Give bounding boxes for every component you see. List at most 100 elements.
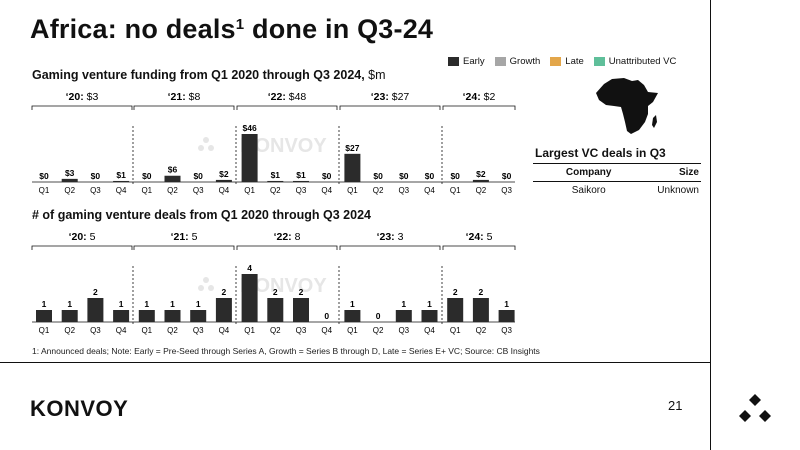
bar xyxy=(61,178,78,182)
bar xyxy=(267,298,284,322)
tick-label: Q1 xyxy=(39,326,50,335)
watermark-dot xyxy=(203,137,209,143)
year-bracket xyxy=(442,245,516,250)
data-label: $46 xyxy=(243,123,257,133)
year-bracket xyxy=(31,105,133,110)
data-label: 1 xyxy=(350,299,355,309)
tick-label: Q4 xyxy=(321,186,332,195)
data-label: $2 xyxy=(219,169,229,179)
data-label: 1 xyxy=(42,299,47,309)
bar xyxy=(267,180,284,182)
deal-size: Unknown xyxy=(657,185,699,196)
year-bracket xyxy=(236,105,338,110)
tick-label: Q2 xyxy=(476,326,487,335)
data-label: $0 xyxy=(91,171,101,181)
page-number: 21 xyxy=(668,398,683,413)
tick-label: Q1 xyxy=(244,326,255,335)
data-label: $0 xyxy=(322,171,332,181)
data-label: $27 xyxy=(345,143,359,153)
data-label: 1 xyxy=(427,299,432,309)
tick-label: Q3 xyxy=(398,186,409,195)
data-label: 1 xyxy=(504,299,509,309)
bar xyxy=(395,310,412,322)
vertical-divider xyxy=(710,0,711,450)
data-label: 1 xyxy=(170,299,175,309)
bar xyxy=(87,298,104,322)
table-rule-mid xyxy=(533,181,701,182)
tick-label: Q3 xyxy=(296,186,307,195)
deals-count-chart: ‘20: 5 ‘21: 5 ‘22: 8 ‘23: 3 ‘24: 5 KONVOY 1 Q1 1… xyxy=(31,231,516,335)
year-total-label: ‘20: $3 xyxy=(66,91,99,103)
footnote: 1: Announced deals; Note: Early = Pre-Se… xyxy=(32,346,540,356)
bar xyxy=(344,153,361,182)
legend-swatch-unattributed xyxy=(593,57,605,66)
tick-label: Q4 xyxy=(424,326,435,335)
tick-label: Q3 xyxy=(501,326,512,335)
data-label: $1 xyxy=(271,170,281,180)
year-total-label: ‘20: 5 xyxy=(69,231,96,243)
data-label: $0 xyxy=(142,171,152,181)
year-total-label: ‘24: 5 xyxy=(466,231,493,243)
tick-label: Q4 xyxy=(116,326,127,335)
tick-label: Q4 xyxy=(116,186,127,195)
tick-label: Q2 xyxy=(373,186,384,195)
data-label: 1 xyxy=(401,299,406,309)
tick-label: Q1 xyxy=(244,186,255,195)
tick-label: Q1 xyxy=(39,186,50,195)
tick-label: Q3 xyxy=(296,326,307,335)
bar xyxy=(113,310,130,322)
data-label: 2 xyxy=(273,287,278,297)
year-bracket xyxy=(339,105,441,110)
data-label: $0 xyxy=(39,171,49,181)
bar xyxy=(215,298,232,322)
header-size: Size xyxy=(678,167,699,178)
tick-label: Q3 xyxy=(90,186,101,195)
data-label: 4 xyxy=(247,263,252,273)
tick-label: Q2 xyxy=(167,186,178,195)
tick-label: Q4 xyxy=(219,326,230,335)
tick-label: Q2 xyxy=(373,326,384,335)
tick-label: Q2 xyxy=(64,186,75,195)
bar xyxy=(164,175,181,182)
year-total-label: ‘23: 3 xyxy=(377,231,404,243)
largest-deals-table: Company Size Saikoro Unknown xyxy=(533,163,701,199)
watermark-text: KONVOY xyxy=(240,135,327,157)
year-total-label: ‘21: 5 xyxy=(171,231,198,243)
table-rule-top xyxy=(533,163,701,164)
data-label: 0 xyxy=(324,311,329,321)
table-header-row: Company Size xyxy=(533,164,701,181)
bar xyxy=(138,310,155,322)
header-company: Company xyxy=(565,167,612,178)
legend-item-growth: Growth xyxy=(494,56,540,67)
tick-label: Q4 xyxy=(321,326,332,335)
data-label: 2 xyxy=(453,287,458,297)
bar xyxy=(61,310,78,322)
data-label: $0 xyxy=(425,171,435,181)
deals-chart-title: # of gaming venture deals from Q1 2020 t… xyxy=(32,208,371,222)
tick-label: Q2 xyxy=(270,326,281,335)
data-label: $1 xyxy=(296,170,306,180)
data-label: 1 xyxy=(144,299,149,309)
bar xyxy=(498,310,515,322)
slide-title: Africa: no deals1 done in Q3-24 xyxy=(30,14,434,44)
legend-swatch-late xyxy=(550,57,562,66)
legend-swatch-early xyxy=(448,57,459,66)
data-label: 2 xyxy=(299,287,304,297)
watermark-dot xyxy=(208,285,214,291)
data-label: $0 xyxy=(399,171,409,181)
data-label: $0 xyxy=(193,171,203,181)
bar xyxy=(190,310,207,322)
tick-label: Q3 xyxy=(193,326,204,335)
data-label: $3 xyxy=(65,168,75,178)
bar xyxy=(344,310,361,322)
year-total-label: ‘23: $27 xyxy=(371,91,410,103)
tick-label: Q3 xyxy=(90,326,101,335)
data-label: $6 xyxy=(168,165,178,175)
bar xyxy=(472,179,489,182)
data-label: $0 xyxy=(373,171,383,181)
year-total-label: ‘22: 8 xyxy=(274,231,301,243)
year-total-label: ‘22: $48 xyxy=(268,91,307,103)
horizontal-divider xyxy=(0,362,710,363)
bar xyxy=(293,298,309,322)
bar xyxy=(113,180,130,182)
